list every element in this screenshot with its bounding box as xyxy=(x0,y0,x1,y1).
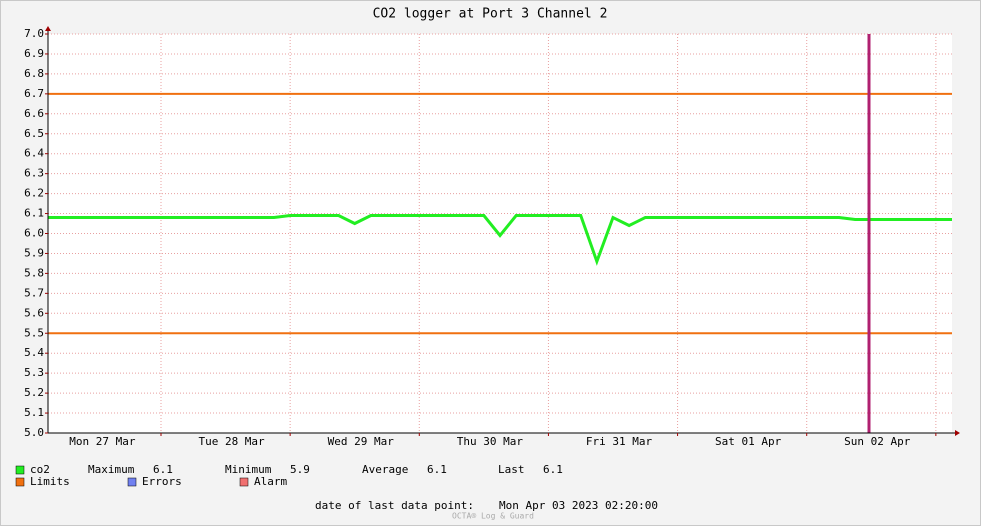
y-tick-label: 6.5 xyxy=(24,127,44,140)
y-tick-label: 6.6 xyxy=(24,107,44,120)
stat-label: Minimum xyxy=(225,463,272,476)
y-tick-label: 5.3 xyxy=(24,366,44,379)
stat-label: Maximum xyxy=(88,463,135,476)
legend-swatch xyxy=(127,477,137,487)
x-tick-label: Tue 28 Mar xyxy=(198,435,265,448)
legend-swatch xyxy=(15,465,25,475)
y-tick-label: 5.9 xyxy=(24,246,44,259)
footer-value: Mon Apr 03 2023 02:20:00 xyxy=(499,499,658,512)
legend-label: Alarm xyxy=(254,475,287,488)
legend-swatch xyxy=(239,477,249,487)
chart-title: CO2 logger at Port 3 Channel 2 xyxy=(373,7,608,22)
y-tick-label: 6.7 xyxy=(24,87,44,100)
watermark: OCTA® Log & Guard xyxy=(452,512,534,521)
y-tick-label: 6.2 xyxy=(24,187,44,200)
legend-label: co2 xyxy=(30,463,50,476)
x-tick-label: Mon 27 Mar xyxy=(69,435,136,448)
y-tick-label: 6.4 xyxy=(24,147,44,160)
x-tick-label: Sun 02 Apr xyxy=(844,435,911,448)
legend-label: Limits xyxy=(30,475,70,488)
marks xyxy=(48,92,952,335)
y-tick-label: 7.0 xyxy=(24,27,44,40)
stat-label: Average xyxy=(362,463,408,476)
stat-value: 5.9 xyxy=(290,463,310,476)
y-tick-label: 5.4 xyxy=(24,346,44,359)
x-tick-label: Thu 30 Mar xyxy=(457,435,524,448)
y-tick-label: 6.3 xyxy=(24,167,44,180)
y-tick-label: 6.1 xyxy=(24,207,44,220)
stat-label: Last xyxy=(498,463,525,476)
y-tick-label: 6.0 xyxy=(24,227,44,240)
y-tick-label: 5.6 xyxy=(24,306,44,319)
y-arrow xyxy=(45,26,51,31)
stat-value: 6.1 xyxy=(543,463,563,476)
y-tick-label: 5.1 xyxy=(24,406,44,419)
y-tick-label: 5.2 xyxy=(24,386,44,399)
legend-label: Errors xyxy=(142,475,182,488)
x-tick-label: Wed 29 Mar xyxy=(328,435,395,448)
y-tick-label: 6.8 xyxy=(24,67,44,80)
stat-value: 6.1 xyxy=(153,463,173,476)
y-tick-label: 5.5 xyxy=(24,326,44,339)
x-arrow xyxy=(955,430,960,436)
x-tick-label: Sat 01 Apr xyxy=(715,435,782,448)
y-tick-label: 6.9 xyxy=(24,47,44,60)
y-tick-label: 5.0 xyxy=(24,426,44,439)
y-tick-label: 5.8 xyxy=(24,266,44,279)
stat-value: 6.1 xyxy=(427,463,447,476)
y-tick-label: 5.7 xyxy=(24,286,44,299)
series-line xyxy=(48,214,952,266)
legend-swatch xyxy=(15,477,25,487)
footer-label: date of last data point: xyxy=(315,499,474,512)
x-tick-label: Fri 31 Mar xyxy=(586,435,653,448)
